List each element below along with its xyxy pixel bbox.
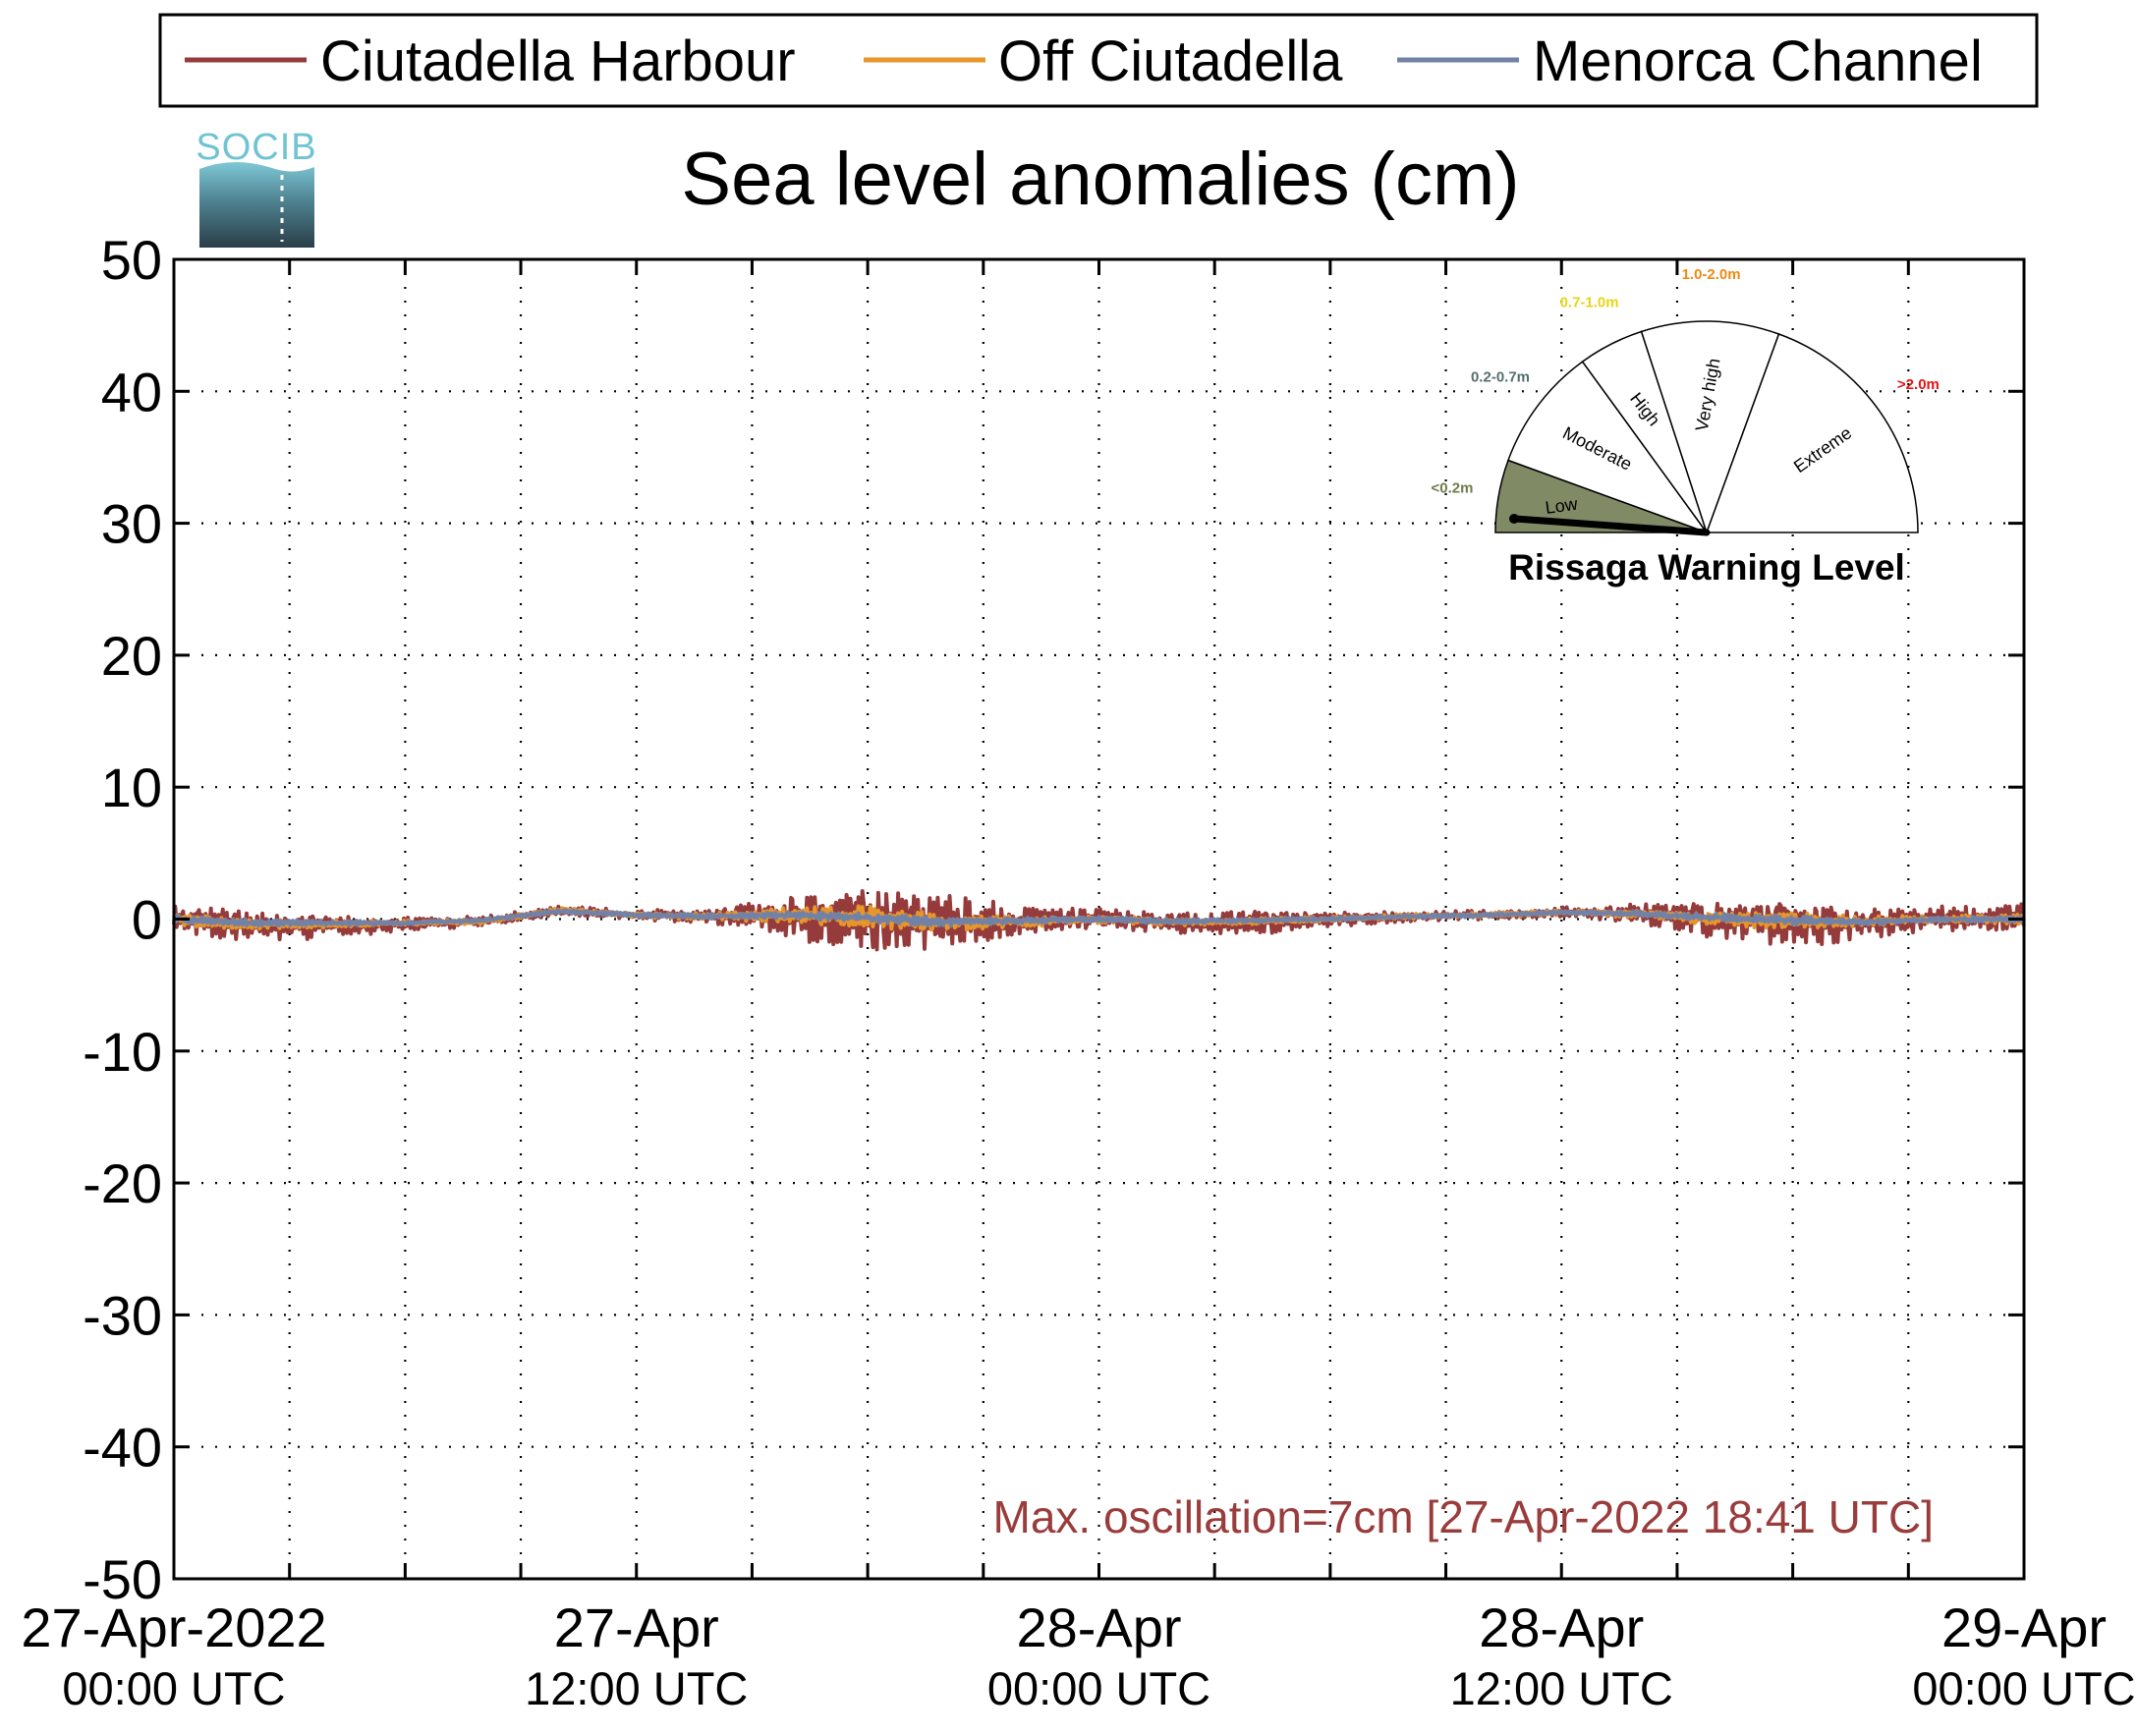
x-tick-label-time: 12:00 UTC (1450, 1662, 1673, 1714)
y-tick-label: -10 (83, 1021, 162, 1083)
gauge-range-label: >2.0m (1897, 376, 1940, 393)
y-axis: 50 40 30 20 10 0 -10 -20 -30 -40 -50 (83, 229, 162, 1610)
plot-area (172, 257, 2026, 1581)
legend-box (158, 13, 2039, 108)
logo-text: SOCIB (196, 127, 316, 168)
x-tick-label-time: 12:00 UTC (525, 1662, 748, 1714)
y-tick-label: 50 (101, 229, 162, 291)
y-tick-label: -20 (83, 1152, 162, 1214)
series-line-menorca-channel (172, 908, 2026, 928)
chart-title: Sea level anomalies (cm) (681, 138, 1519, 221)
gauge-needle (1511, 515, 1711, 536)
legend-label-menorca-channel: Menorca Channel (1533, 29, 1983, 93)
max-oscillation-annotation: Max. oscillation=7cm [27-Apr-2022 18:41 … (993, 1491, 1935, 1542)
gauge-sector-extreme (1705, 333, 1919, 533)
gauge-range-label: 1.0-2.0m (1682, 266, 1741, 283)
y-tick-label: -30 (83, 1284, 162, 1346)
gauge-sectors (1494, 320, 1919, 535)
gauge-range-label: <0.2m (1432, 479, 1474, 496)
gauge-needle-hub (1509, 514, 1519, 524)
y-tick-label: 10 (101, 756, 162, 818)
x-tick-label-time: 00:00 UTC (62, 1662, 285, 1714)
x-tick-label-date: 28-Apr (1016, 1596, 1181, 1658)
gauge-range-label: 0.2-0.7m (1471, 369, 1530, 386)
y-tick-label: 0 (132, 889, 162, 951)
logo-wave (199, 162, 314, 248)
y-tick-label: -50 (83, 1548, 162, 1610)
gauge-sector-very-high (1640, 320, 1780, 535)
gauge-title: Rissaga Warning Level (1508, 547, 1905, 588)
legend-label-ciutadella-harbour: Ciutadella Harbour (320, 29, 796, 93)
x-tick-label-date: 27-Apr (554, 1596, 719, 1658)
y-tick-label: 40 (101, 361, 162, 422)
socib-logo: SOCIB (196, 127, 316, 248)
series-layer (172, 889, 2026, 952)
x-tick-label-date: 29-Apr (1941, 1596, 2107, 1658)
y-tick-label: 30 (101, 493, 162, 555)
legend: Ciutadella Harbour Off Ciutadella Menorc… (158, 13, 2039, 108)
y-tick-label: 20 (101, 625, 162, 687)
x-tick-label-date: 27-Apr-2022 (21, 1596, 326, 1658)
x-tick-label-time: 00:00 UTC (987, 1662, 1210, 1714)
x-tick-label-time: 00:00 UTC (1912, 1662, 2135, 1714)
x-tick-label-date: 28-Apr (1479, 1596, 1644, 1658)
y-tick-label: -40 (83, 1417, 162, 1479)
gauge-sector-moderate (1507, 361, 1710, 534)
legend-label-off-ciutadella: Off Ciutadella (998, 29, 1343, 93)
gauge-range-label: 0.7-1.0m (1560, 295, 1619, 311)
axis-ticks (172, 257, 2026, 1581)
rissaga-warning-gauge: Low<0.2mModerate0.2-0.7mHigh0.7-1.0mVery… (1432, 266, 1940, 588)
gauge-sector-label: Low (1544, 493, 1579, 518)
